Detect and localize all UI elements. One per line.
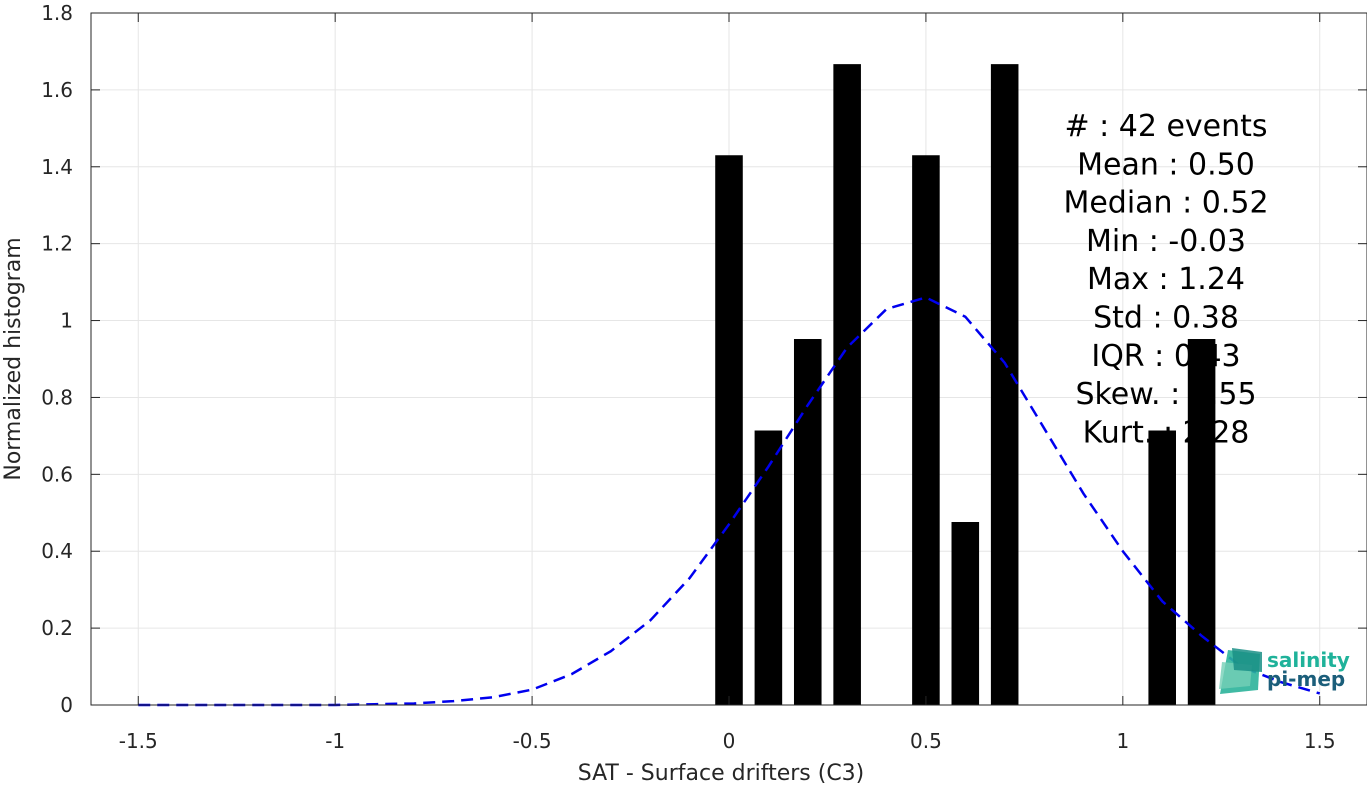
y-tick-label: 1.8: [41, 1, 73, 25]
salinity-pi-mep-logo: salinity pi-mep: [1219, 648, 1350, 694]
y-tick-label: 0: [60, 693, 73, 717]
x-tick-label: 1.5: [1304, 729, 1336, 753]
x-tick-label: -1.5: [119, 729, 158, 753]
y-axis-label: Normalized histogram: [1, 237, 26, 480]
y-tick-label: 1: [60, 309, 73, 333]
histogram-bar: [715, 155, 743, 705]
histogram-bar: [1148, 430, 1176, 705]
x-tick-label: 0.5: [910, 729, 942, 753]
stats-line: # : 42 events: [1064, 109, 1267, 144]
y-tick-label: 0.8: [41, 385, 73, 409]
y-tick-label: 0.4: [41, 539, 73, 563]
stats-line: Std : 0.38: [1093, 301, 1239, 336]
stats-line: Skew. : 0.55: [1075, 377, 1256, 412]
histogram-bar: [1187, 339, 1216, 705]
histogram-bars: [715, 64, 1216, 706]
stats-line: Kurt. : 2.28: [1083, 415, 1250, 450]
histogram-bar: [754, 430, 783, 705]
stats-line: Min : -0.03: [1086, 224, 1246, 259]
y-tick-label: 0.6: [41, 462, 73, 486]
axis-ticks: [91, 12, 1367, 706]
histogram-bar: [912, 155, 940, 705]
stats-line: Median : 0.52: [1063, 186, 1268, 221]
stats-line: IQR : 0.43: [1091, 339, 1240, 374]
histogram-bar: [833, 64, 861, 706]
y-tick-label: 1.4: [41, 155, 73, 179]
stats-line: Mean : 0.50: [1077, 147, 1255, 182]
x-axis-label: SAT - Surface drifters (C3): [578, 761, 865, 785]
x-tick-label: 1: [1116, 729, 1129, 753]
y-tick-label: 1.2: [41, 232, 73, 256]
logo-mark: [1219, 648, 1262, 694]
y-tick-label: 1.6: [41, 78, 73, 102]
histogram-bar: [990, 64, 1019, 706]
logo-line-2: pi-mep: [1267, 667, 1345, 691]
tick-labels: -1.5 -1 -0.5 0 0.5 1 1.5 0 0.2 0.4 0.6 0.8 1 1.2 1.4 1.…: [41, 1, 1335, 753]
histogram-bar: [951, 522, 980, 705]
x-tick-label: -1: [325, 729, 345, 753]
logo-line-1: salinity: [1267, 648, 1350, 672]
histogram-bar: [793, 339, 822, 705]
x-tick-label: -0.5: [513, 729, 552, 753]
stats-line: Max : 1.24: [1087, 262, 1245, 297]
y-tick-label: 0.2: [41, 616, 73, 640]
x-tick-label: 0: [723, 729, 736, 753]
